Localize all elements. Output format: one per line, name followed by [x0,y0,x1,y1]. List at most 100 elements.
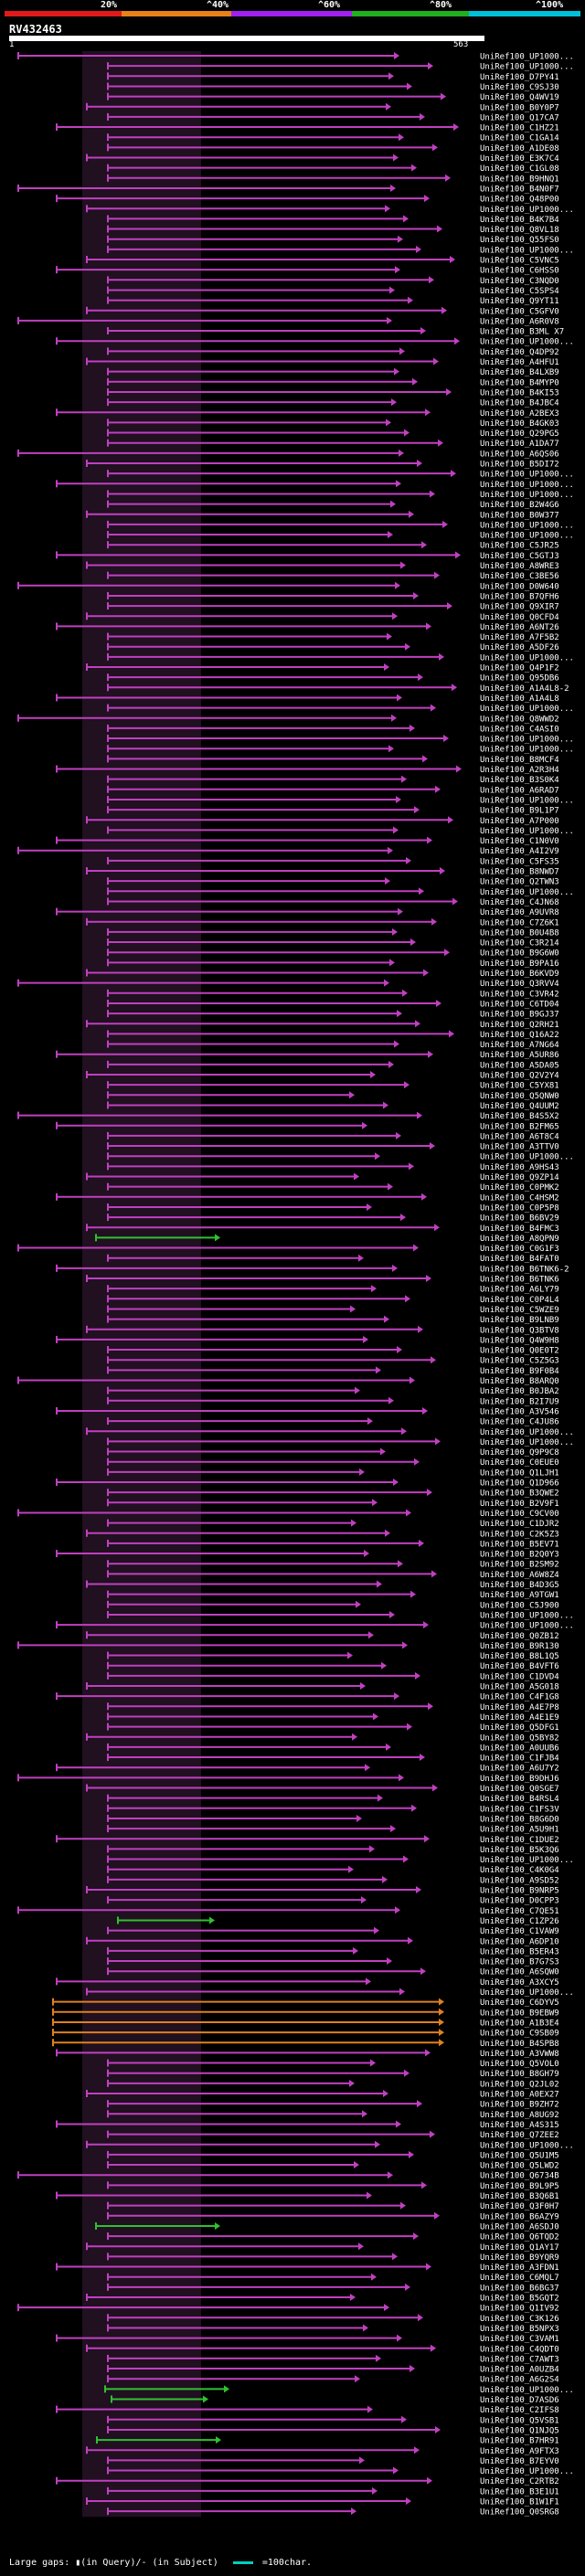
hit-label[interactable]: UniRef100_Q9ZP14 [480,1173,559,1182]
hit-label[interactable]: UniRef100_A6LY79 [480,1286,559,1295]
hit-row[interactable]: UniRef100_A4S315 [56,2120,559,2130]
hit-label[interactable]: UniRef100_Q7ZEE2 [480,2131,559,2140]
hit-label[interactable]: UniRef100_D0CPP3 [480,1897,559,1906]
hit-row[interactable]: UniRef100_A5UR86 [56,1050,559,1061]
hit-row[interactable]: UniRef100_B2W4G6 [107,500,559,511]
hit-label[interactable]: UniRef100_A8UG92 [480,2111,559,2120]
hit-row[interactable]: UniRef100_Q2JL02 [107,2079,559,2090]
hit-row[interactable]: UniRef100_UP1000... [107,704,574,715]
hit-label[interactable]: UniRef100_Q4DP92 [480,348,559,357]
hit-row[interactable]: UniRef100_Q17CA7 [107,112,559,122]
hit-row[interactable]: UniRef100_Q2TWN3 [107,877,559,887]
hit-row[interactable]: UniRef100_Q1LJH1 [107,1468,559,1479]
hit-row[interactable]: UniRef100_A6U7Y2 [56,1764,559,1774]
hit-row[interactable]: UniRef100_C1ZP26 [117,1916,559,1926]
hit-label[interactable]: UniRef100_Q4UUM2 [480,1102,559,1111]
hit-row[interactable]: UniRef100_Q48P00 [56,195,559,205]
hit-label[interactable]: UniRef100_B9GJ37 [480,1011,559,1020]
hit-row[interactable]: UniRef100_C0PMK2 [107,1182,559,1193]
hit-label[interactable]: UniRef100_A3TTV0 [480,1143,559,1152]
hit-row[interactable]: UniRef100_A5DA05 [107,1060,559,1071]
hit-label[interactable]: UniRef100_Q29PG5 [480,429,559,439]
hit-row[interactable]: UniRef100_B6TNK6 [86,1275,559,1285]
hit-row[interactable]: UniRef100_Q5QNW0 [107,1091,559,1101]
hit-label[interactable]: UniRef100_A3FDN1 [480,2263,559,2273]
hit-label[interactable]: UniRef100_Q5BY82 [480,1733,559,1743]
hit-row[interactable]: UniRef100_Q7ZEE2 [107,2130,559,2141]
hit-row[interactable]: UniRef100_Q5LWD2 [107,2161,559,2171]
hit-label[interactable]: UniRef100_B4RSL4 [480,1795,559,1804]
hit-row[interactable]: UniRef100_B5ER43 [107,1946,559,1957]
hit-label[interactable]: UniRef100_C3NQD0 [480,277,559,286]
hit-label[interactable]: UniRef100_A7NG64 [480,1041,559,1050]
hit-label[interactable]: UniRef100_C3VAM1 [480,2335,559,2344]
hit-row[interactable]: UniRef100_C3VAM1 [56,2334,559,2345]
hit-row[interactable]: UniRef100_Q2V2Y4 [86,1071,559,1081]
hit-label[interactable]: UniRef100_A0EX27 [480,2091,559,2100]
hit-label[interactable]: UniRef100_Q8WWD2 [480,715,559,724]
hit-row[interactable]: UniRef100_D0W640 [17,581,559,592]
hit-label[interactable]: UniRef100_Q1IV92 [480,2305,559,2314]
hit-row[interactable]: UniRef100_UP1000... [107,887,574,897]
hit-label[interactable]: UniRef100_Q9P9C8 [480,1448,559,1458]
hit-row[interactable]: UniRef100_C9CV00 [17,1509,559,1519]
hit-label[interactable]: UniRef100_B1W1F1 [480,2498,559,2507]
hit-label[interactable]: UniRef100_B9EBW9 [480,2009,559,2018]
hit-row[interactable]: UniRef100_C1N0V0 [56,836,559,847]
hit-label[interactable]: UniRef100_Q9XIR7 [480,603,559,612]
hit-row[interactable]: UniRef100_Q9P9C8 [107,1447,559,1458]
hit-row[interactable]: UniRef100_C3R214 [107,938,559,949]
hit-label[interactable]: UniRef100_B2I7U9 [480,1397,559,1406]
hit-label[interactable]: UniRef100_UP1000... [480,471,574,480]
hit-row[interactable]: UniRef100_A6LY79 [107,1285,559,1295]
hit-label[interactable]: UniRef100_B3E1U1 [480,2487,559,2496]
hit-row[interactable]: UniRef100_B9DHJ6 [17,1774,559,1784]
hit-label[interactable]: UniRef100_C6HSS0 [480,267,559,276]
hit-label[interactable]: UniRef100_Q95DB6 [480,674,559,684]
hit-label[interactable]: UniRef100_Q6734B [480,2172,559,2181]
hit-row[interactable]: UniRef100_A6T8C4 [107,1131,559,1142]
hit-label[interactable]: UniRef100_B8L1Q5 [480,1652,559,1661]
hit-label[interactable]: UniRef100_Q1D966 [480,1479,559,1489]
hit-row[interactable]: UniRef100_C3BE56 [107,571,559,582]
hit-row[interactable]: UniRef100_B4S5X2 [17,1111,559,1122]
hit-row[interactable]: UniRef100_A6RAD7 [107,785,559,796]
hit-label[interactable]: UniRef100_B2SM92 [480,1561,559,1570]
hit-row[interactable]: UniRef100_A8QPN9 [95,1234,559,1244]
hit-label[interactable]: UniRef100_C6DYV5 [480,1998,559,2008]
hit-row[interactable]: UniRef100_D7PY41 [107,72,559,82]
hit-row[interactable]: UniRef100_B8NWD7 [86,867,559,877]
hit-label[interactable]: UniRef100_A4E1E9 [480,1713,559,1723]
hit-label[interactable]: UniRef100_C1GA14 [480,134,559,143]
hit-label[interactable]: UniRef100_Q2RH21 [480,1021,559,1030]
hit-label[interactable]: UniRef100_Q0SGE7 [480,1785,559,1794]
hit-label[interactable]: UniRef100_UP1000... [480,532,574,541]
hit-label[interactable]: UniRef100_B6BV29 [480,1214,559,1224]
hit-row[interactable]: UniRef100_C6TD04 [107,999,559,1010]
hit-row[interactable]: UniRef100_C4JN68 [107,897,559,907]
hit-label[interactable]: UniRef100_B4FMC3 [480,1224,559,1234]
hit-row[interactable]: UniRef100_UP1000... [56,480,574,490]
hit-row[interactable]: UniRef100_Q4WV19 [107,92,559,103]
hit-row[interactable]: UniRef100_UP1000... [107,1855,574,1866]
hit-label[interactable]: UniRef100_Q2JL02 [480,2080,559,2089]
hit-label[interactable]: UniRef100_B4D3G5 [480,1581,559,1590]
hit-row[interactable]: UniRef100_C1DVD4 [107,1671,559,1682]
hit-row[interactable]: UniRef100_B9L9P5 [107,2181,559,2191]
hit-label[interactable]: UniRef100_Q4WV19 [480,93,559,102]
hit-row[interactable]: UniRef100_C7QE51 [17,1906,559,1916]
hit-row[interactable]: UniRef100_A6R0V8 [17,316,559,327]
hit-label[interactable]: UniRef100_A1A4L8-2 [480,684,569,694]
hit-label[interactable]: UniRef100_C4ASI0 [480,725,559,734]
hit-label[interactable]: UniRef100_B0Y0P7 [480,103,559,112]
hit-row[interactable]: UniRef100_A6QS06 [17,449,559,460]
hit-label[interactable]: UniRef100_A9FTX3 [480,2447,559,2456]
hit-row[interactable]: UniRef100_C4JU86 [107,1417,559,1427]
hit-row[interactable]: UniRef100_UP1000... [107,62,574,72]
hit-label[interactable]: UniRef100_C4K0G4 [480,1866,559,1875]
hit-row[interactable]: UniRef100_B2SM92 [107,1560,559,1570]
hit-row[interactable]: UniRef100_B7HR91 [96,2436,559,2446]
hit-label[interactable]: UniRef100_C3K126 [480,2315,559,2324]
hit-row[interactable]: UniRef100_B3S0K4 [107,775,559,786]
hit-row[interactable]: UniRef100_C9SB09 [52,2029,559,2039]
